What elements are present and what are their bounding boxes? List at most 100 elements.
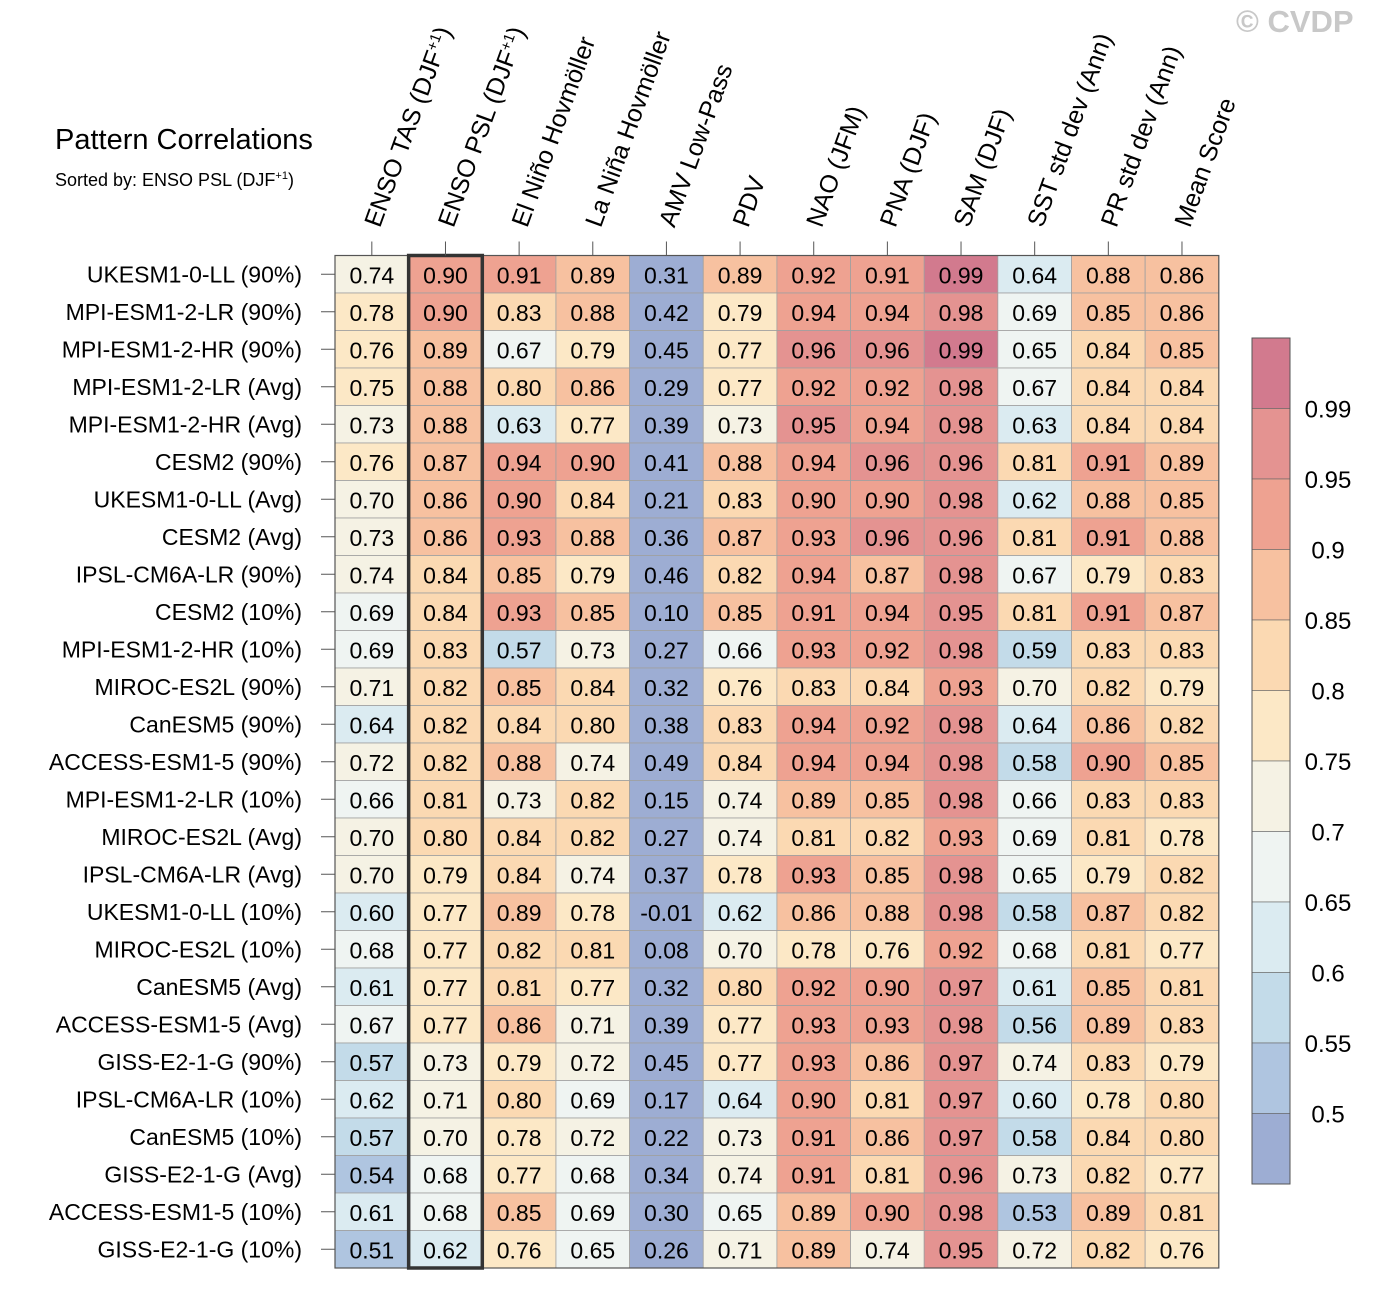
heatmap-cell — [1144, 1192, 1220, 1231]
cell-value-label: 0.85 — [1160, 750, 1205, 776]
heatmap-cell — [997, 630, 1072, 669]
heatmap-cell — [629, 442, 704, 481]
heatmap-cell — [334, 967, 410, 1006]
column-label: NAO (JFM) — [801, 102, 871, 230]
cell-value-label: 0.89 — [791, 1237, 836, 1263]
cell-value-label: 0.65 — [718, 1200, 763, 1226]
cell-value-label: 0.83 — [718, 487, 763, 513]
heatmap-cell — [776, 855, 851, 894]
cell-value-label: 0.79 — [718, 300, 763, 326]
heatmap-cell — [850, 1230, 925, 1269]
cell-value-label: 0.79 — [570, 337, 615, 363]
heatmap-cell — [776, 255, 851, 294]
cell-value-label: 0.69 — [1012, 300, 1057, 326]
heatmap-cell — [702, 930, 778, 969]
cell-value-label: 0.93 — [497, 525, 542, 551]
cell-value-label: 0.78 — [497, 1125, 542, 1151]
heatmap-cell — [850, 255, 925, 294]
cell-value-label: 0.73 — [718, 1125, 763, 1151]
cell-value-label: 0.82 — [423, 750, 468, 776]
heatmap-cell — [702, 742, 778, 781]
cell-value-label: 0.08 — [644, 937, 689, 963]
column-label-text: ENSO TAS (DJF — [359, 47, 449, 231]
heatmap-cell — [481, 1005, 557, 1044]
cell-value-label: 0.96 — [865, 525, 910, 551]
heatmap-cell — [1071, 1230, 1146, 1269]
cell-value-label: 0.84 — [423, 600, 468, 626]
cell-value-label: 0.85 — [1160, 337, 1205, 363]
column-label: PR std dev (Ann) — [1096, 42, 1187, 230]
heatmap-cell — [408, 742, 483, 781]
cell-value-label: 0.42 — [644, 300, 689, 326]
cell-value-label: 0.79 — [1160, 1050, 1205, 1076]
colorbar-bin — [1251, 831, 1291, 903]
cell-value-label: 0.10 — [644, 600, 689, 626]
heatmap-cell — [1144, 967, 1220, 1006]
cell-value-label: 0.83 — [1160, 562, 1205, 588]
subtitle-suffix: ) — [287, 170, 294, 190]
cell-value-label: 0.88 — [1086, 262, 1131, 288]
heatmap-cell — [997, 967, 1072, 1006]
column-label: Mean Score — [1169, 94, 1241, 230]
heatmap-cell — [1071, 442, 1146, 481]
heatmap-cell — [629, 1005, 704, 1044]
cell-value-label: 0.34 — [644, 1162, 689, 1188]
cell-value-label: 0.94 — [791, 750, 836, 776]
cell-value-label: 0.81 — [865, 1087, 910, 1113]
heatmap-cell — [481, 892, 557, 931]
cell-value-label: 0.85 — [865, 862, 910, 888]
heatmap-cell — [923, 967, 999, 1006]
heatmap-cell — [923, 592, 999, 631]
row-label: MIROC-ES2L (10%) — [95, 936, 302, 962]
cell-value-label: 0.81 — [1160, 1200, 1205, 1226]
column-labels: ENSO TAS (DJF+1)ENSO PSL (DJF+1)El Niño … — [359, 23, 1242, 256]
heatmap-cell — [850, 892, 925, 931]
cell-value-label: 0.39 — [644, 412, 689, 438]
heatmap-cell — [702, 705, 778, 744]
cell-value-label: 0.98 — [939, 562, 984, 588]
heatmap-cell — [629, 405, 704, 444]
cell-value-label: 0.51 — [349, 1237, 394, 1263]
heatmap-cell — [629, 1230, 704, 1269]
cell-value-label: 0.69 — [349, 637, 394, 663]
cell-value-label: 0.89 — [791, 787, 836, 813]
colorbar-bin — [1251, 972, 1291, 1044]
cell-value-label: 0.71 — [349, 675, 394, 701]
cell-value-label: 0.80 — [1160, 1087, 1205, 1113]
subtitle-superscript: +1 — [275, 170, 288, 182]
heatmap-cell — [997, 705, 1072, 744]
cell-value-label: 0.91 — [865, 262, 910, 288]
cell-value-label: -0.01 — [640, 900, 692, 926]
heatmap-cell — [408, 555, 483, 594]
cell-value-label: 0.83 — [1160, 637, 1205, 663]
heatmap-cell — [850, 1155, 925, 1194]
heatmap-cell — [702, 405, 778, 444]
cell-value-label: 0.80 — [497, 1087, 542, 1113]
column-label-text: ENSO PSL (DJF — [433, 47, 523, 231]
heatmap-cell — [850, 1117, 925, 1156]
cell-value-label: 0.79 — [1086, 562, 1131, 588]
heatmap-cell — [629, 555, 704, 594]
heatmap-cell — [997, 405, 1072, 444]
cell-value-label: 0.62 — [1012, 487, 1057, 513]
heatmap-cell — [629, 630, 704, 669]
cell-value-label: 0.87 — [718, 525, 763, 551]
cell-value-label: 0.82 — [423, 675, 468, 701]
cell-value-label: 0.77 — [718, 1012, 763, 1038]
cell-value-label: 0.83 — [1086, 637, 1131, 663]
cell-value-label: 0.84 — [1160, 412, 1205, 438]
heatmap-cell — [702, 1155, 778, 1194]
heatmap-cell — [776, 1117, 851, 1156]
cell-value-label: 0.21 — [644, 487, 689, 513]
cell-value-label: 0.82 — [1086, 1162, 1131, 1188]
heatmap-cell — [850, 705, 925, 744]
heatmap-cell — [629, 892, 704, 931]
heatmap-cell — [997, 930, 1072, 969]
heatmap-cell — [1144, 292, 1220, 331]
cell-value-label: 0.77 — [718, 375, 763, 401]
row-label: UKESM1-0-LL (90%) — [87, 261, 302, 287]
heatmap-cell — [408, 405, 483, 444]
cell-value-label: 0.84 — [1160, 375, 1205, 401]
heatmap-cell — [481, 780, 557, 819]
cell-value-label: 0.79 — [423, 862, 468, 888]
